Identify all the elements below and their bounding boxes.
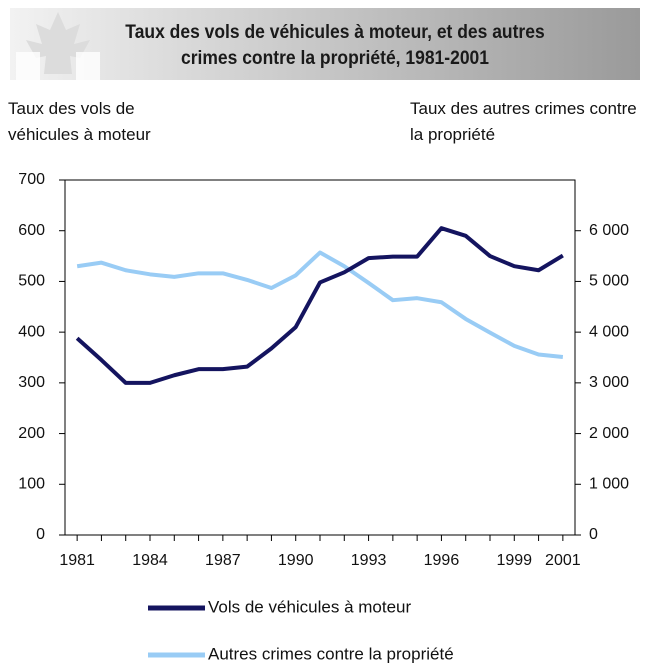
y2-tick-label: 3 000 <box>589 374 629 391</box>
y-tick-label: 300 <box>18 374 45 391</box>
y-tick-label: 100 <box>18 476 45 493</box>
maple-icon <box>16 12 100 80</box>
x-tick-label: 1987 <box>205 552 241 569</box>
series-line <box>76 250 564 359</box>
x-tick-label: 1990 <box>278 552 314 569</box>
x-tick-label: 1996 <box>424 552 460 569</box>
y2-tick-label: 4 000 <box>589 323 629 340</box>
y-tick-label: 700 <box>18 171 45 188</box>
y2-tick-label: 6 000 <box>589 222 629 239</box>
y2-tick-label: 1 000 <box>589 476 629 493</box>
plot-frame <box>64 179 576 536</box>
y2-tick-label: 5 000 <box>589 273 629 290</box>
x-tick-label: 1993 <box>351 552 387 569</box>
y-axis-label: Taux des vols de véhicules à moteur <box>8 99 151 144</box>
x-tick-label: 1984 <box>132 552 168 569</box>
y-tick-label: 0 <box>36 526 45 543</box>
legend-label: Vols de véhicules à moteur <box>208 597 412 616</box>
legend-label: Autres crimes contre la propriété <box>208 644 454 663</box>
y2-axis-label: Taux des autres crimes contre la proprié… <box>410 99 637 144</box>
x-tick-label: 1999 <box>496 552 532 569</box>
series-line <box>75 226 564 385</box>
title-banner <box>10 8 640 80</box>
x-tick-label: 1981 <box>59 552 95 569</box>
chart-title: Taux des vols de véhicules à moteur, et … <box>125 22 545 69</box>
x-tick-label: 2001 <box>545 552 581 569</box>
y2-tick-label: 0 <box>589 526 598 543</box>
y-tick-label: 200 <box>18 425 45 442</box>
y-tick-label: 400 <box>18 323 45 340</box>
y-tick-label: 500 <box>18 273 45 290</box>
y-tick-label: 600 <box>18 222 45 239</box>
y2-tick-label: 2 000 <box>589 425 629 442</box>
